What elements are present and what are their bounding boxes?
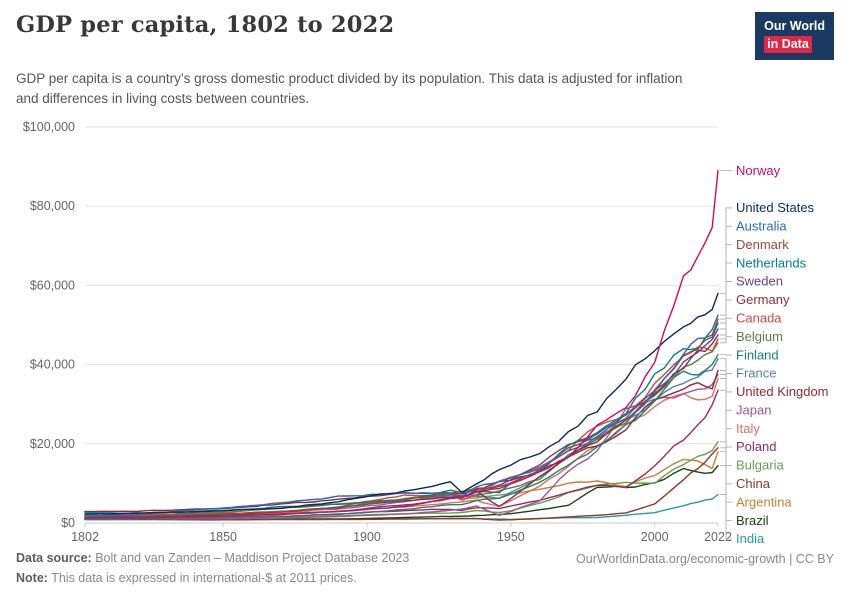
series-line-japan[interactable] (84, 374, 719, 520)
legend-label-finland[interactable]: Finland (736, 348, 779, 363)
series-line-netherlands[interactable] (84, 322, 719, 515)
legend-connector (720, 318, 732, 340)
series-line-belgium[interactable] (84, 342, 719, 517)
legend-label-netherlands[interactable]: Netherlands (736, 256, 807, 271)
series-line-norway[interactable] (84, 170, 719, 519)
legend-connector (720, 358, 732, 375)
data-source-text: Bolt and van Zanden – Maddison Project D… (95, 551, 410, 566)
logo-line-2: in Data (764, 35, 812, 53)
data-source-line: Data source: Bolt and van Zanden – Maddi… (16, 549, 409, 568)
legend-label-brazil[interactable]: Brazil (736, 513, 769, 528)
y-tick-label: $80,000 (30, 199, 75, 213)
legend-connector (720, 390, 732, 448)
owid-logo[interactable]: Our World in Data (755, 12, 834, 60)
page: GDP per capita, 1802 to 2022 Our World i… (0, 0, 850, 585)
chart-footer: Data source: Bolt and van Zanden – Maddi… (0, 541, 850, 600)
logo-line-1: Our World (764, 19, 825, 33)
line-chart[interactable]: $0 $20,000 $40,000 $60,000 $80,000 $100,000 18… (0, 113, 850, 561)
series-line-finland[interactable] (84, 354, 719, 521)
series-line-denmark[interactable] (84, 318, 719, 518)
y-tick-label: $20,000 (30, 437, 75, 451)
legend-label-bulgaria[interactable]: Bulgaria (736, 458, 784, 473)
footer-link[interactable]: OurWorldinData.org/economic-growth | CC … (576, 552, 834, 567)
page-title: GDP per capita, 1802 to 2022 (16, 12, 395, 38)
title-row: GDP per capita, 1802 to 2022 Our World i… (0, 0, 850, 60)
x-tick-label: 1802 (71, 530, 99, 544)
legend-connector (720, 336, 732, 344)
legend-label-united-kingdom[interactable]: United Kingdom (736, 384, 829, 399)
legend-label-italy[interactable]: Italy (736, 421, 760, 436)
legend-label-japan[interactable]: Japan (736, 403, 771, 418)
legend-label-united-states[interactable]: United States (736, 200, 815, 215)
x-tick-label: 2022 (704, 530, 732, 544)
series-line-sweden[interactable] (84, 328, 719, 519)
x-tick-label: 1900 (353, 530, 381, 544)
legend-label-poland[interactable]: Poland (736, 439, 776, 454)
legend-label-denmark[interactable]: Denmark (736, 237, 789, 252)
series-line-china[interactable] (84, 447, 719, 521)
x-tick-label: 2000 (641, 530, 669, 544)
legend-connector (720, 465, 732, 522)
legend-label-india[interactable]: India (736, 531, 765, 546)
note-line: Note: This data is expressed in internat… (16, 569, 409, 588)
legend-label-france[interactable]: France (736, 366, 776, 381)
legend-label-sweden[interactable]: Sweden (736, 274, 783, 289)
legend-label-canada[interactable]: Canada (736, 311, 782, 326)
legend-label-germany[interactable]: Germany (736, 292, 790, 307)
series-line-united-states[interactable] (84, 292, 719, 516)
legend-label-argentina[interactable]: Argentina (736, 495, 792, 510)
y-tick-label: $0 (61, 516, 75, 530)
x-tick-label: 1950 (497, 530, 525, 544)
legend-connector (720, 494, 732, 540)
y-tick-label: $60,000 (30, 279, 75, 293)
legend-label-china[interactable]: China (736, 476, 771, 491)
legend-label-norway[interactable]: Norway (736, 163, 781, 178)
chart-subtitle: GDP per capita is a country’s gross dome… (16, 70, 683, 106)
legend-label-australia[interactable]: Australia (736, 219, 787, 234)
note-text: This data is expressed in international-… (51, 570, 357, 585)
series-line-germany[interactable] (84, 334, 719, 518)
y-tick-label: $100,000 (23, 120, 75, 134)
legend-label-belgium[interactable]: Belgium (736, 329, 783, 344)
y-tick-label: $40,000 (30, 358, 75, 372)
legend-connector (720, 299, 732, 336)
footer-left: Data source: Bolt and van Zanden – Maddi… (16, 549, 409, 588)
data-source-label: Data source: (16, 551, 92, 566)
header: GDP per capita, 1802 to 2022 Our World i… (0, 0, 850, 109)
x-tick-label: 1850 (209, 530, 237, 544)
series-line-united-kingdom[interactable] (84, 370, 719, 513)
note-label: Note: (16, 570, 48, 585)
